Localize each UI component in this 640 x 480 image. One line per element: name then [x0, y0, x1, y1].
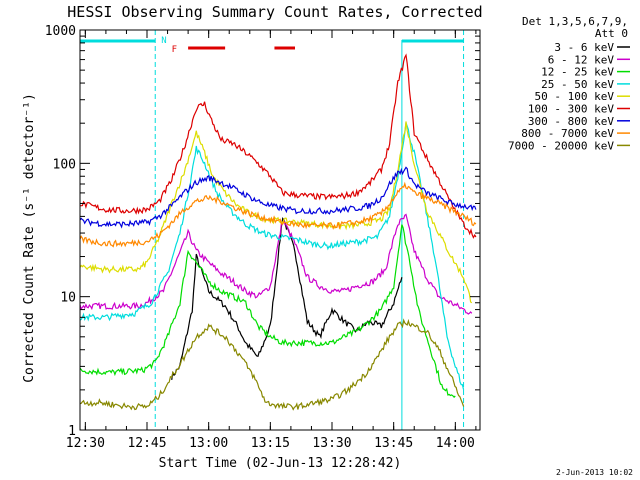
x-tick-label: 14:00: [436, 436, 475, 451]
x-tick-label: 13:15: [251, 436, 290, 451]
series-line: [80, 166, 477, 229]
series-line: [80, 122, 465, 391]
legend-header-line-2: Att 0: [595, 27, 628, 40]
legend-label: 100 - 300 keV: [528, 103, 614, 116]
plot-frame: [79, 29, 481, 431]
y-axis-label: Corrected Count Rate (s⁻¹ detector⁻¹): [22, 93, 37, 383]
x-axis-ticks: 12:30 12:45 13:00 13:15 13:30 13:45 14:00: [66, 30, 477, 451]
y-tick-label: 1000: [45, 24, 76, 39]
y-axis-ticks: 1 10 100 1000: [45, 24, 480, 439]
legend-label: 25 - 50 keV: [541, 78, 614, 91]
series-line: [80, 121, 473, 304]
legend-label: 300 - 800 keV: [528, 115, 614, 128]
plot-area: [80, 30, 480, 430]
x-tick-label: 13:00: [189, 436, 228, 451]
y-tick-label: 100: [53, 157, 76, 172]
x-tick-label: 12:45: [127, 436, 166, 451]
legend-label: 7000 - 20000 keV: [508, 139, 614, 152]
flag-label-f: F: [172, 45, 177, 55]
legend-header-line-1: Det 1,3,5,6,7,9,: [522, 15, 628, 28]
legend-label: 50 - 100 keV: [535, 90, 615, 103]
x-tick-label: 13:45: [374, 436, 413, 451]
y-tick-label: 1: [68, 424, 76, 439]
legend-label: 3 - 6 keV: [554, 41, 614, 54]
y-tick-label: 10: [60, 291, 76, 306]
series-line: [80, 53, 477, 239]
series-line: [80, 318, 465, 411]
chart-title: HESSI Observing Summary Count Rates, Cor…: [67, 3, 482, 21]
footer-date: 2-Jun-2013 10:02: [556, 468, 633, 477]
flag-label-n: N: [161, 36, 166, 46]
series-line: [80, 181, 477, 248]
axes: [79, 29, 481, 431]
legend-label: 800 - 7000 keV: [521, 127, 614, 140]
legend-label: 12 - 25 keV: [541, 66, 614, 79]
series-lines: [80, 53, 477, 411]
legend-label: 6 - 12 keV: [548, 53, 615, 66]
x-axis-label: Start Time (02-Jun-13 12:28:42): [159, 456, 402, 471]
series-line: [80, 224, 456, 398]
x-tick-label: 13:30: [312, 436, 351, 451]
x-tick-label: 12:30: [66, 436, 105, 451]
